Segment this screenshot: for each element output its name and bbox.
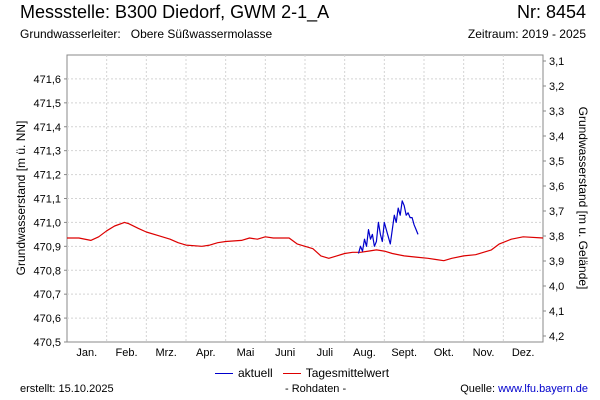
aquifer-value: Obere Süßwassermolasse	[130, 27, 273, 41]
station-number: Nr: 8454	[516, 2, 586, 22]
legend-label-aktuell: aktuell	[238, 366, 273, 380]
x-tick-label: Okt.	[434, 347, 454, 359]
legend-item-aktuell: aktuell	[215, 366, 273, 380]
y-axis-right: 3,1 3,2 3,3 3,4 3,5 3,6 3,7 3,8 3,9 4,0 4,1 4,2	[543, 56, 564, 343]
y-tick-label-left: 471,4	[33, 122, 61, 134]
y-tick-label-right: 4,1	[549, 306, 564, 318]
y-tick-label-left: 471,6	[33, 74, 61, 86]
y-tick-label-left: 470,8	[33, 265, 61, 277]
y-tick-label-left: 470,7	[33, 289, 61, 301]
x-tick-label: Mai	[237, 347, 255, 359]
y-tick-label-right: 3,5	[549, 156, 564, 168]
legend: aktuell Tagesmittelwert	[215, 366, 389, 380]
series-line-aktuell	[357, 200, 419, 254]
x-tick-label: Sept.	[391, 347, 417, 359]
y-tick-label-right: 3,9	[549, 256, 564, 268]
x-axis: Jan. Feb. Mrz. Apr. Mai Juni Juli Aug. Sept. Okt.…	[76, 347, 534, 359]
y-tick-label-left: 470,9	[33, 241, 61, 253]
x-tick-label: Aug.	[353, 347, 376, 359]
y-tick-label-left: 471,2	[33, 170, 61, 182]
y-tick-label-right: 4,2	[549, 331, 564, 343]
y-axis-left-label: Grundwasserstand [m ü. NN]	[14, 121, 28, 276]
y-axis-right-label: Grundwasserstand [m u. Gelände]	[576, 107, 590, 290]
y-tick-label-right: 3,1	[549, 56, 564, 68]
legend-swatch-tagesmittelwert	[282, 372, 301, 374]
x-tick-label: Feb.	[115, 347, 137, 359]
series-lines	[67, 200, 544, 262]
y-tick-label-left: 471,5	[33, 98, 61, 110]
source: Quelle: www.lfu.bayern.de	[460, 383, 588, 395]
x-tick-label: Juli	[317, 347, 334, 359]
series-line-tagesmittelwert	[67, 221, 544, 262]
y-tick-label-left: 470,6	[33, 313, 61, 325]
created-date: erstellt: 15.10.2025	[20, 383, 114, 395]
legend-item-tagesmittelwert: Tagesmittelwert	[282, 366, 390, 380]
y-tick-label-left: 471,0	[33, 217, 61, 229]
x-tick-label: Nov.	[473, 347, 495, 359]
y-tick-label-left: 470,5	[33, 337, 61, 349]
y-tick-label-right: 3,7	[549, 206, 564, 218]
x-tick-label: Mrz.	[155, 347, 176, 359]
y-tick-label-left: 471,3	[33, 146, 61, 158]
x-tick-label: Dez.	[512, 347, 535, 359]
y-tick-label-right: 4,0	[549, 281, 564, 293]
y-tick-label-right: 3,8	[549, 231, 564, 243]
legend-swatch-aktuell	[215, 372, 233, 374]
aquifer-info: Grundwasserleiter: Obere Süßwassermolass…	[20, 27, 272, 41]
period-label: Zeitraum: 2019 - 2025	[467, 27, 586, 41]
x-tick-label: Apr.	[196, 347, 216, 359]
y-tick-label-right: 3,6	[549, 181, 564, 193]
source-label: Quelle:	[460, 383, 496, 395]
y-tick-label-right: 3,2	[549, 81, 564, 93]
source-link[interactable]: www.lfu.bayern.de	[498, 383, 588, 395]
raw-data-note: - Rohdaten -	[285, 383, 347, 395]
y-axis-left: 470,5 470,6 470,7 470,8 470,9 471,0 471,1 471,2…	[33, 74, 67, 349]
x-tick-label: Jan.	[76, 347, 97, 359]
station-title: Messstelle: B300 Diedorf, GWM 2-1_A	[20, 2, 330, 22]
y-tick-label-right: 3,4	[549, 131, 564, 143]
x-tick-label: Juni	[275, 347, 295, 359]
y-tick-label-left: 471,1	[33, 194, 61, 206]
aquifer-label: Grundwasserleiter:	[20, 27, 121, 41]
y-tick-label-right: 3,3	[549, 106, 564, 118]
legend-label-tagesmittelwert: Tagesmittelwert	[305, 366, 390, 380]
